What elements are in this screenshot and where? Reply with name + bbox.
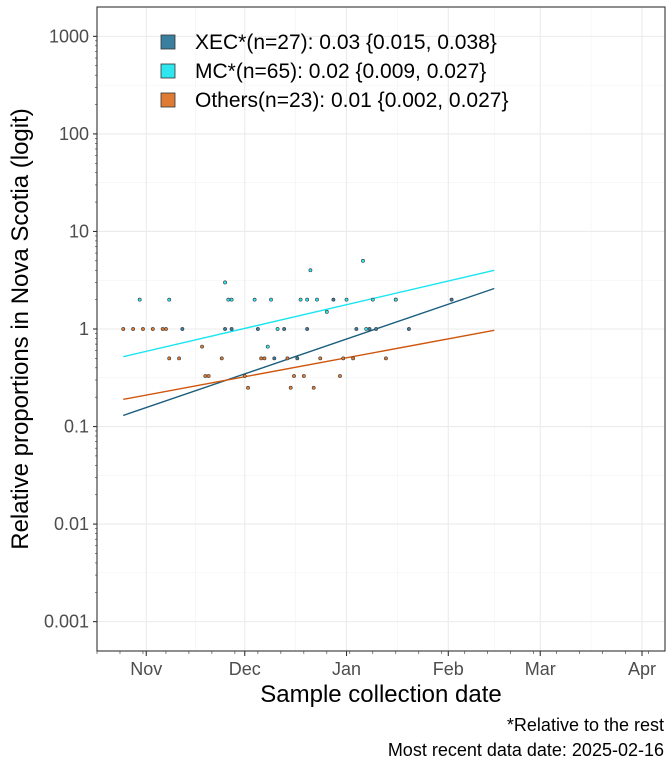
data-point-1: [275, 327, 280, 331]
data-point-2: [203, 374, 208, 378]
data-point-1: [344, 297, 349, 302]
data-point-0: [367, 327, 372, 331]
data-point-1: [252, 297, 257, 302]
data-point-2: [292, 374, 296, 378]
data-point-2: [338, 374, 342, 378]
x-tick-label: Mar: [525, 659, 556, 679]
legend-key-0: [160, 34, 176, 50]
data-point-1: [167, 297, 172, 302]
y-tick-label: 1: [79, 319, 89, 339]
x-tick-label: Nov: [130, 659, 162, 679]
legend-key-1: [160, 63, 176, 79]
x-axis: Nov Dec Jan Feb Mar Apr: [96, 651, 656, 679]
legend-label-0: XEC*(n=27): 0.03 {0.015, 0.038}: [195, 31, 497, 54]
fit-line-0: [123, 287, 495, 417]
data-point-0: [374, 327, 378, 331]
data-points: [121, 258, 454, 390]
data-point-1: [265, 344, 270, 349]
data-point-2: [206, 374, 211, 378]
y-tick-label: 0.1: [64, 417, 89, 437]
y-tick-label: 0.01: [54, 514, 89, 534]
caption-recent-date: Most recent data date: 2025-02-16: [388, 740, 664, 760]
data-point-2: [141, 327, 145, 331]
data-point-2: [384, 356, 388, 361]
y-tick-label: 100: [59, 124, 89, 144]
y-axis-title: Relative proportions in Nova Scotia (log…: [7, 108, 34, 550]
legend: XEC*(n=27): 0.03 {0.015, 0.038} MC*(n=65)…: [160, 31, 508, 112]
x-tick-label: Dec: [229, 659, 261, 679]
data-point-1: [226, 297, 231, 302]
y-tick-label: 10: [69, 221, 89, 241]
data-point-0: [229, 327, 234, 331]
data-point-2: [262, 356, 267, 361]
fit-lines: [123, 269, 495, 417]
data-point-1: [324, 309, 329, 314]
data-point-1: [269, 297, 273, 302]
data-point-1: [370, 297, 375, 302]
data-point-2: [259, 356, 264, 361]
data-point-1: [223, 280, 227, 285]
data-point-1: [308, 268, 313, 273]
legend-key-2: [160, 92, 176, 108]
data-point-2: [150, 327, 155, 331]
data-point-0: [449, 297, 454, 302]
data-point-1: [393, 297, 398, 302]
fit-line-2: [123, 329, 495, 401]
data-point-2: [121, 327, 126, 331]
data-point-0: [295, 356, 300, 361]
legend-label-1: MC*(n=65): 0.02 {0.009, 0.027}: [195, 60, 486, 83]
major-gridlines: [97, 7, 665, 651]
y-tick-label: 0.001: [44, 612, 89, 632]
data-point-2: [131, 327, 136, 331]
data-point-2: [200, 344, 204, 349]
data-point-2: [242, 374, 247, 378]
x-tick-label: Feb: [433, 659, 464, 679]
data-point-2: [311, 385, 316, 390]
legend-label-2: Others(n=23): 0.01 {0.002, 0.027}: [195, 89, 508, 112]
data-point-0: [305, 327, 310, 331]
data-point-0: [180, 327, 185, 331]
data-point-2: [160, 327, 165, 331]
fit-line-1: [123, 269, 495, 358]
y-axis: 0.001 0.01 0.1 1 10 100 1000: [44, 26, 97, 632]
data-point-0: [282, 327, 287, 331]
caption-relative-note: *Relative to the rest: [507, 715, 664, 735]
data-point-2: [301, 374, 306, 378]
data-point-2: [246, 385, 250, 390]
data-point-0: [354, 327, 359, 331]
data-point-2: [351, 356, 355, 361]
data-point-1: [315, 297, 319, 302]
data-point-1: [137, 297, 142, 302]
data-point-0: [223, 327, 227, 331]
data-point-2: [318, 356, 323, 361]
data-point-2: [167, 356, 172, 361]
y-tick-label: 1000: [49, 26, 89, 46]
x-tick-label: Jan: [332, 659, 361, 679]
data-point-2: [288, 385, 293, 390]
data-point-1: [305, 297, 310, 302]
data-point-1: [361, 258, 365, 263]
x-tick-label: Apr: [628, 659, 656, 679]
data-point-1: [364, 327, 369, 331]
data-point-2: [285, 356, 290, 361]
data-point-1: [298, 297, 303, 302]
x-axis-title: Sample collection date: [260, 681, 501, 708]
data-point-2: [164, 327, 168, 331]
data-point-1: [229, 297, 234, 302]
data-point-2: [219, 356, 224, 361]
data-point-0: [407, 327, 411, 331]
data-point-0: [255, 327, 260, 331]
data-point-0: [331, 297, 336, 302]
data-point-0: [272, 356, 277, 361]
data-point-2: [341, 356, 346, 361]
data-point-2: [177, 356, 181, 361]
